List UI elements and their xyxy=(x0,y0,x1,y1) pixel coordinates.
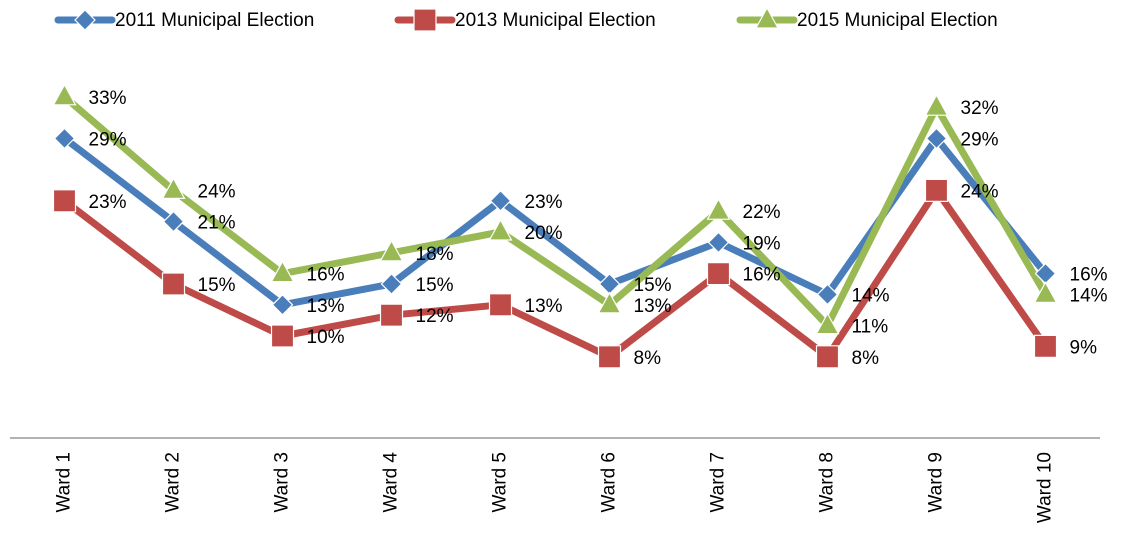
point-marker xyxy=(815,345,840,369)
point-marker xyxy=(489,189,512,212)
data-label: 32% xyxy=(961,98,999,119)
point-marker xyxy=(597,345,622,369)
point-marker xyxy=(925,127,948,150)
legend-label: 2015 Municipal Election xyxy=(797,10,998,31)
data-label: 16% xyxy=(1070,265,1108,286)
x-tick-label: Ward 6 xyxy=(599,452,620,513)
x-tick-label: Ward 5 xyxy=(490,452,511,513)
data-label: 13% xyxy=(525,296,563,317)
point-marker xyxy=(271,293,294,316)
data-label: 15% xyxy=(634,275,672,296)
x-tick-label: Ward 7 xyxy=(708,452,729,513)
data-label: 14% xyxy=(1070,285,1108,306)
data-label: 24% xyxy=(198,181,236,202)
data-label: 11% xyxy=(852,317,889,338)
legend-marker xyxy=(74,9,96,31)
x-tick-label: Ward 1 xyxy=(54,452,75,513)
point-marker xyxy=(488,293,513,317)
point-marker xyxy=(597,291,622,314)
point-marker xyxy=(707,231,730,254)
legend-marker xyxy=(413,8,437,32)
data-label: 19% xyxy=(743,233,781,254)
data-label: 23% xyxy=(89,192,127,213)
data-label: 15% xyxy=(416,275,454,296)
point-marker xyxy=(52,83,77,106)
data-label: 8% xyxy=(852,348,880,369)
data-label: 16% xyxy=(307,265,345,286)
point-marker xyxy=(53,127,76,150)
data-label: 33% xyxy=(89,88,127,109)
point-marker xyxy=(706,262,731,286)
x-tick-label: Ward 4 xyxy=(381,452,402,513)
point-marker xyxy=(815,312,840,335)
series-line xyxy=(62,186,1049,361)
data-label: 15% xyxy=(198,275,236,296)
x-tick-label: Ward 3 xyxy=(272,452,293,513)
data-label: 9% xyxy=(1070,337,1098,358)
data-label: 12% xyxy=(416,306,454,327)
data-label: 29% xyxy=(961,129,999,150)
x-tick-label: Ward 8 xyxy=(817,452,838,513)
point-marker xyxy=(379,239,404,262)
point-marker xyxy=(161,177,186,199)
data-label: 21% xyxy=(198,213,236,234)
legend-label: 2013 Municipal Election xyxy=(455,10,656,31)
data-label: 14% xyxy=(852,285,890,306)
point-marker xyxy=(706,197,731,220)
data-label: 23% xyxy=(525,192,563,213)
point-marker xyxy=(52,189,77,213)
data-label: 22% xyxy=(743,202,781,223)
x-tick-label: Ward 9 xyxy=(926,452,947,513)
x-tick-label: Ward 10 xyxy=(1035,452,1056,523)
point-marker xyxy=(1033,334,1058,358)
point-marker xyxy=(270,260,295,283)
series-line xyxy=(62,94,1049,330)
data-label: 29% xyxy=(89,129,127,150)
point-marker xyxy=(270,324,295,348)
point-marker xyxy=(162,210,185,233)
data-label: 13% xyxy=(634,296,672,317)
data-label: 20% xyxy=(525,223,563,244)
point-marker xyxy=(379,303,404,327)
data-label: 13% xyxy=(307,296,345,317)
data-label: 18% xyxy=(416,244,454,265)
data-label: 24% xyxy=(961,181,999,202)
x-tick-label: Ward 2 xyxy=(163,452,184,513)
point-marker xyxy=(1033,281,1058,303)
point-marker xyxy=(161,272,186,296)
point-marker xyxy=(816,283,839,306)
legend-label: 2011 Municipal Election xyxy=(115,10,314,31)
point-marker xyxy=(380,273,403,295)
data-label: 8% xyxy=(634,348,662,369)
data-label: 10% xyxy=(307,327,345,348)
point-marker xyxy=(924,178,949,202)
point-marker xyxy=(488,218,513,241)
legend-marker xyxy=(754,6,780,29)
point-marker xyxy=(924,93,949,116)
data-label: 16% xyxy=(743,265,781,286)
